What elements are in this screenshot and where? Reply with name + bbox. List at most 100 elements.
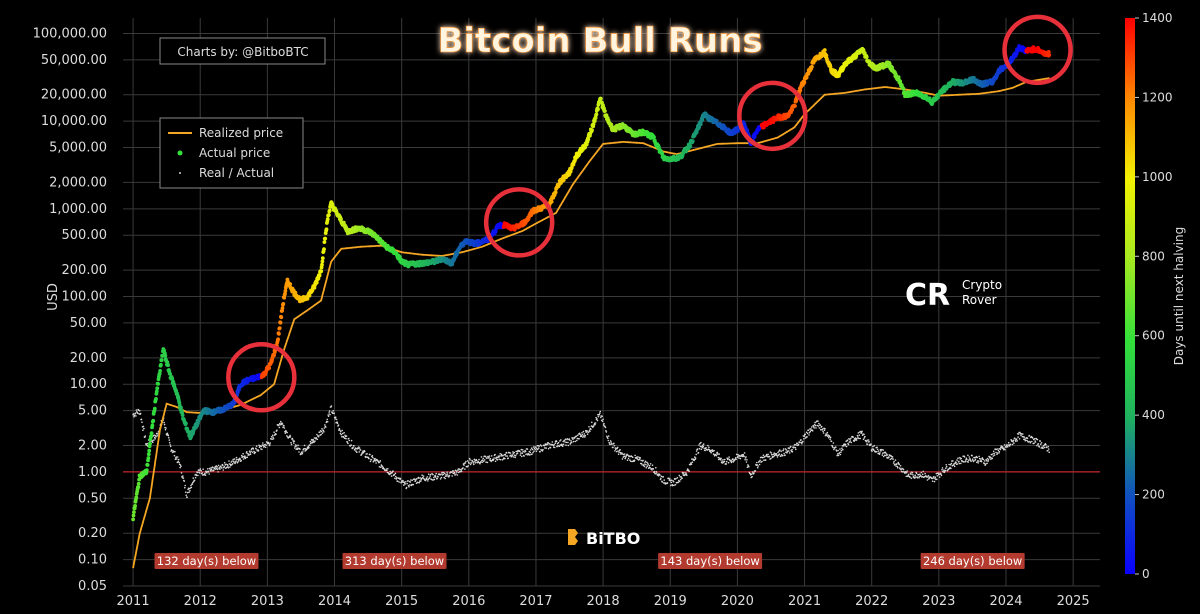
ratio-point: [177, 458, 180, 461]
ratio-point: [276, 429, 278, 432]
ratio-point: [371, 454, 374, 457]
ratio-point: [985, 460, 988, 462]
ratio-point: [836, 453, 839, 455]
ratio-point: [850, 441, 853, 444]
ratio-point: [469, 463, 472, 466]
ratio-point: [794, 443, 796, 446]
ratio-point: [772, 453, 775, 456]
ratio-point: [982, 458, 985, 461]
ratio-point: [824, 428, 826, 430]
ratio-point: [260, 445, 263, 448]
price-point: [145, 463, 150, 467]
ratio-point: [990, 453, 993, 456]
legend-ratio-swatch: [179, 172, 181, 174]
ratio-point: [704, 449, 706, 452]
ratio-point: [819, 424, 822, 426]
ratio-point: [535, 450, 538, 453]
ratio-point: [978, 455, 980, 458]
ratio-point: [403, 484, 405, 486]
ratio-point: [392, 470, 394, 472]
ratio-point: [348, 437, 350, 440]
ratio-point: [240, 459, 242, 462]
ratio-point: [315, 437, 318, 439]
ratio-point: [269, 444, 271, 446]
ratio-point: [927, 474, 930, 477]
ratio-point: [184, 486, 186, 489]
ratio-point: [582, 436, 584, 438]
ratio-point: [717, 456, 720, 459]
ratio-point: [279, 423, 282, 426]
ratio-point: [453, 472, 455, 475]
ratio-point: [246, 456, 249, 459]
ratio-point: [291, 437, 294, 440]
ratio-point: [257, 450, 260, 452]
ratio-point: [581, 432, 583, 434]
ratio-point: [1033, 438, 1036, 440]
ratio-point: [972, 460, 975, 463]
ratio-point: [955, 461, 957, 464]
ratio-point: [817, 420, 819, 422]
ratio-point: [785, 449, 788, 451]
ratio-point: [143, 427, 145, 430]
legend: Realized price Actual price Real / Actua…: [159, 117, 304, 189]
ratio-point: [142, 425, 145, 428]
price-point: [323, 236, 328, 241]
ratio-point: [945, 467, 947, 470]
ratio-point: [757, 465, 759, 467]
ratio-point: [771, 453, 773, 456]
ratio-point: [855, 439, 858, 441]
ratio-point: [543, 444, 546, 447]
ratio-point: [674, 484, 677, 486]
ratio-point: [339, 429, 341, 432]
ratio-point: [468, 462, 470, 465]
y-tick-label: 10.00: [70, 377, 107, 392]
ratio-point: [553, 446, 556, 449]
ratio-point: [717, 458, 720, 461]
ratio-point: [673, 484, 675, 487]
ratio-point: [239, 458, 241, 461]
ratio-point: [867, 439, 870, 441]
ratio-point: [451, 475, 454, 477]
ratio-point: [369, 460, 372, 463]
ratio-point: [788, 447, 790, 450]
price-point: [155, 386, 160, 391]
ratio-point: [340, 430, 342, 433]
colorbar-label: Days until next halving: [1172, 227, 1186, 366]
ratio-point: [1007, 446, 1009, 448]
ratio-point: [292, 439, 294, 441]
ratio-point: [953, 464, 955, 466]
ratio-point: [1036, 444, 1038, 447]
ratio-point: [653, 470, 656, 473]
ratio-point: [611, 443, 613, 446]
ratio-point: [178, 461, 180, 464]
ratio-point: [853, 440, 855, 443]
ratio-point: [272, 436, 274, 439]
ratio-point: [355, 450, 357, 452]
ratio-point: [697, 451, 700, 454]
price-point: [158, 369, 163, 373]
ratio-point: [139, 412, 142, 415]
ratio-point: [746, 466, 749, 469]
ratio-point: [186, 491, 189, 494]
ratio-point: [519, 454, 522, 456]
ratio-point: [596, 418, 598, 420]
ratio-point: [454, 474, 456, 476]
ratio-point: [778, 453, 781, 456]
crypto-rover-line2: Rover: [962, 293, 997, 307]
ratio-point: [730, 461, 733, 464]
ratio-point: [1000, 446, 1002, 449]
ratio-point: [295, 448, 298, 451]
ratio-point: [254, 451, 257, 454]
y-axis-ticks: 100,000.00 50,000.00 20,000.00 10,000.00 5,0…: [33, 26, 107, 594]
ratio-point: [534, 448, 537, 451]
ratio-point: [1020, 434, 1022, 437]
ratio-point: [235, 460, 237, 463]
ratio-point: [643, 465, 646, 468]
ratio-point: [321, 428, 323, 430]
x-tick-label: 2021: [788, 594, 821, 609]
ratio-point: [144, 435, 147, 437]
ratio-point: [1004, 448, 1006, 451]
y-tick-label: 2,000.00: [49, 175, 107, 190]
ratio-point: [196, 471, 199, 474]
ratio-point: [1031, 440, 1033, 443]
